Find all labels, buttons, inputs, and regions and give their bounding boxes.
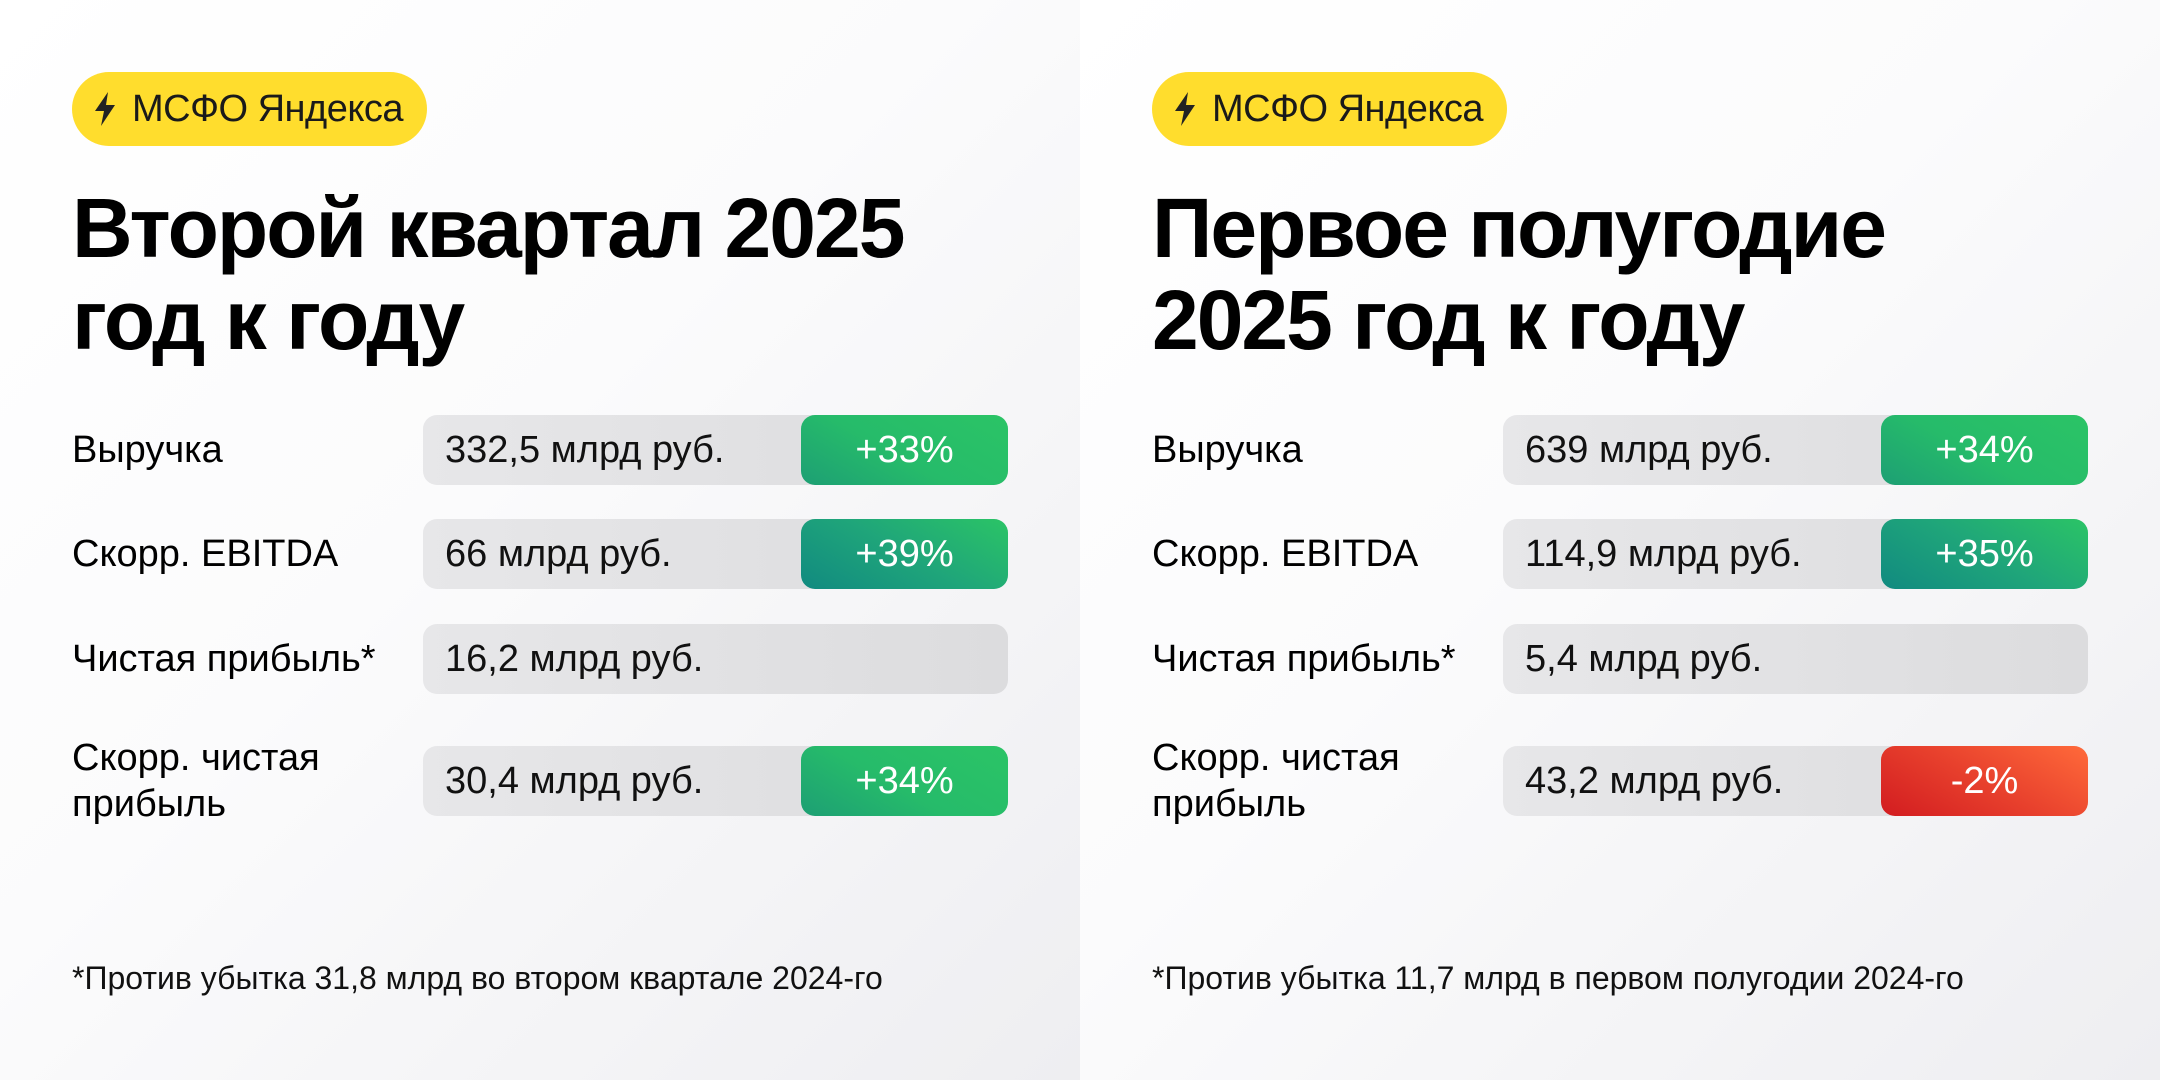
metric-value: 30,4 млрд руб. — [445, 760, 704, 802]
panel-q2-2025: МСФО Яндекса Второй квартал 2025 год к г… — [0, 0, 1080, 1080]
metric-label: Чистая прибыль* — [72, 638, 376, 680]
footnote: *Против убытка 31,8 млрд во втором кварт… — [72, 960, 883, 996]
change-badge: +39% — [801, 519, 1008, 589]
change-badge: +35% — [1881, 519, 2088, 589]
change-badge: +34% — [1881, 415, 2088, 485]
metric-row-revenue: Выручка 639 млрд руб. +34% — [1152, 415, 2088, 485]
metric-label: Скорр. чистая прибыль — [72, 737, 320, 825]
change-badge: -2% — [1881, 746, 2088, 816]
page-title: Второй квартал 2025 год к году — [72, 181, 905, 367]
metric-value: 5,4 млрд руб. — [1525, 638, 1763, 680]
lightning-icon — [95, 92, 115, 126]
metric-box: 5,4 млрд руб. — [1503, 624, 2088, 694]
change-badge: +34% — [801, 746, 1008, 816]
change-badge: +33% — [801, 415, 1008, 485]
source-badge: МСФО Яндекса — [72, 72, 428, 146]
metric-row-revenue: Выручка 332,5 млрд руб. +33% — [72, 415, 1008, 485]
metric-box: 43,2 млрд руб. -2% — [1503, 746, 2088, 816]
metric-box: 30,4 млрд руб. +34% — [423, 746, 1008, 816]
metric-label: Скорр. чистая прибыль — [1152, 737, 1400, 825]
metric-box: 16,2 млрд руб. — [423, 624, 1008, 694]
metric-row-adj-net-profit: Скорр. чистая прибыль 43,2 млрд руб. -2% — [1152, 737, 2088, 825]
metric-value: 332,5 млрд руб. — [445, 429, 725, 471]
metric-box: 639 млрд руб. +34% — [1503, 415, 2088, 485]
metric-row-ebitda: Скорр. EBITDA 114,9 млрд руб. +35% — [1152, 519, 2088, 589]
metric-row-net-profit: Чистая прибыль* 5,4 млрд руб. — [1152, 624, 2088, 694]
metric-value: 66 млрд руб. — [445, 533, 672, 575]
metric-label: Выручка — [1152, 429, 1303, 471]
badge-label: МСФО Яндекса — [132, 87, 404, 130]
panel-h1-2025: МСФО Яндекса Первое полугодие 2025 год к… — [1080, 0, 2160, 1080]
page-title: Первое полугодие 2025 год к году — [1152, 181, 1887, 367]
metric-value: 16,2 млрд руб. — [445, 638, 704, 680]
metric-row-adj-net-profit: Скорр. чистая прибыль 30,4 млрд руб. +34… — [72, 737, 1008, 825]
metric-value: 114,9 млрд руб. — [1525, 533, 1802, 575]
lightning-icon — [1175, 92, 1195, 126]
metric-label: Скорр. EBITDA — [1152, 533, 1419, 575]
metric-label: Выручка — [72, 429, 223, 471]
badge-label: МСФО Яндекса — [1212, 87, 1484, 130]
metric-value: 639 млрд руб. — [1525, 429, 1773, 471]
metric-box: 114,9 млрд руб. +35% — [1503, 519, 2088, 589]
metric-row-ebitda: Скорр. EBITDA 66 млрд руб. +39% — [72, 519, 1008, 589]
footnote: *Против убытка 11,7 млрд в первом полуго… — [1152, 960, 1964, 996]
metric-box: 332,5 млрд руб. +33% — [423, 415, 1008, 485]
metric-label: Скорр. EBITDA — [72, 533, 339, 575]
metric-box: 66 млрд руб. +39% — [423, 519, 1008, 589]
source-badge: МСФО Яндекса — [1152, 72, 1508, 146]
metric-row-net-profit: Чистая прибыль* 16,2 млрд руб. — [72, 624, 1008, 694]
metric-value: 43,2 млрд руб. — [1525, 760, 1784, 802]
metric-label: Чистая прибыль* — [1152, 638, 1456, 680]
